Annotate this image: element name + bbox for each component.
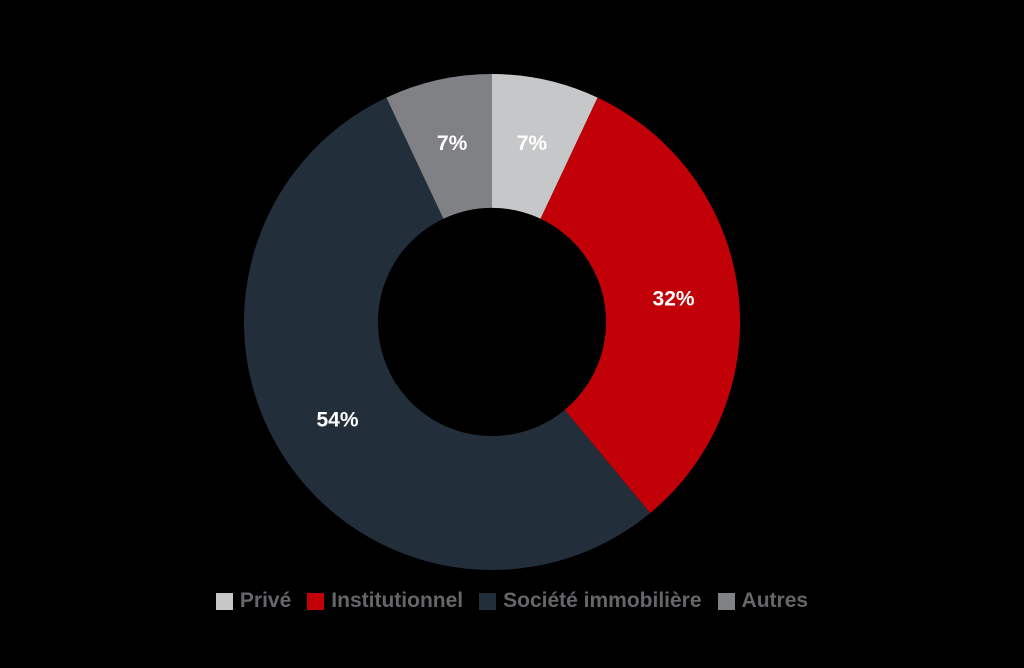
legend-label: Institutionnel	[331, 589, 464, 612]
donut-slice-2	[244, 97, 651, 570]
legend-swatch-icon	[215, 592, 233, 610]
legend-item-1: Institutionnel	[307, 588, 463, 614]
donut-slice-0	[492, 74, 598, 219]
legend-label: Autres	[741, 589, 809, 612]
legend-label: Privé	[239, 589, 292, 612]
slice-label-2: 54%	[316, 409, 358, 432]
donut-slice-3	[386, 74, 492, 219]
legend-item-0: Privé	[215, 588, 292, 614]
donut-slice-1	[540, 97, 740, 514]
slice-label-1: 32%	[653, 288, 695, 311]
legend-swatch-icon	[479, 592, 497, 610]
legend-swatch-icon	[717, 592, 735, 610]
slice-label-0: 7%	[517, 132, 548, 155]
legend-item-2: Société immobilière	[479, 588, 702, 614]
legend-item-3: Autres	[717, 588, 809, 614]
legend-label: Société immobilière	[503, 589, 702, 612]
slice-label-3: 7%	[437, 132, 468, 155]
legend-swatch-icon	[307, 592, 325, 610]
chart-legend: Privé Institutionnel Société immobilière Au…	[0, 588, 1024, 614]
